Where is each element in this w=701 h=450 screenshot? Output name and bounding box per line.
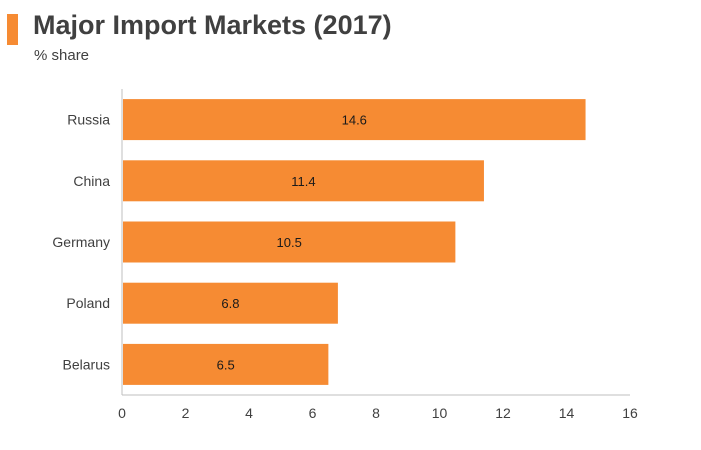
data-label-china: 11.4 xyxy=(291,174,315,189)
category-label-germany: Germany xyxy=(52,234,110,250)
data-label-russia: 14.6 xyxy=(342,113,367,128)
x-tick-label-4: 4 xyxy=(245,405,253,421)
category-label-russia: Russia xyxy=(67,112,110,128)
category-label-poland: Poland xyxy=(66,295,110,311)
bar-belarus xyxy=(123,343,329,385)
data-label-belarus: 6.5 xyxy=(217,357,235,372)
category-label-belarus: Belarus xyxy=(63,356,110,372)
x-tick-label-10: 10 xyxy=(432,405,448,421)
title-accent-bar xyxy=(7,14,18,45)
bar-germany xyxy=(123,221,456,263)
x-tick-label-6: 6 xyxy=(309,405,317,421)
x-tick-label-2: 2 xyxy=(182,405,190,421)
x-tick-label-14: 14 xyxy=(559,405,575,421)
bar-china xyxy=(123,160,484,202)
chart-subtitle: % share xyxy=(34,47,90,64)
x-tick-label-16: 16 xyxy=(622,405,638,421)
chart-title: Major Import Markets (2017) xyxy=(33,10,392,40)
x-tick-label-8: 8 xyxy=(372,405,380,421)
x-tick-label-12: 12 xyxy=(495,405,511,421)
x-tick-label-0: 0 xyxy=(118,405,126,421)
data-label-poland: 6.8 xyxy=(221,296,239,311)
category-label-china: China xyxy=(73,173,110,189)
bar-russia xyxy=(123,99,586,141)
data-label-germany: 10.5 xyxy=(277,235,302,250)
bar-poland xyxy=(123,282,338,324)
